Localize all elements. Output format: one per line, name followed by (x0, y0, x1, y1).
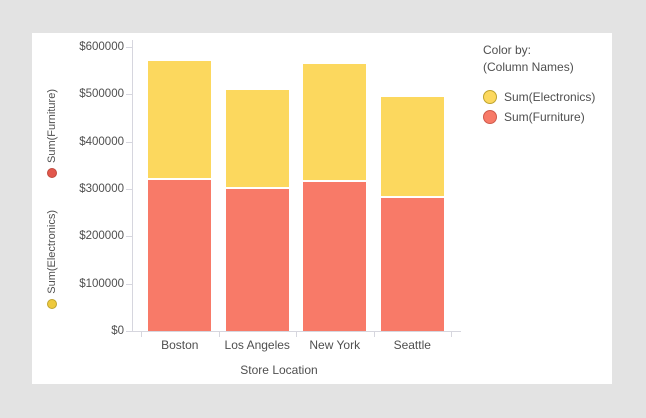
x-axis-category-label[interactable]: New York (309, 338, 361, 352)
legend-item-sum-furniture[interactable]: Sum(Furniture) (483, 107, 595, 127)
y-axis-tick (126, 283, 132, 285)
legend-items: Sum(Electronics) Sum(Furniture) (483, 87, 595, 127)
bar-segment-new-york-sum-furniture[interactable] (303, 181, 367, 331)
bar-segment-boston-sum-furniture[interactable] (148, 179, 212, 331)
x-axis-category-label[interactable]: Los Angeles (224, 338, 290, 352)
x-axis-tick (451, 331, 452, 337)
bar-segment-seattle-sum-electronics[interactable] (380, 96, 444, 199)
x-axis-category-label[interactable]: Seattle (393, 338, 431, 352)
y-axis-tick-label: $300000 (79, 183, 124, 195)
x-axis-title[interactable]: Store Location (240, 363, 318, 377)
furniture-color-dot-icon (47, 167, 57, 178)
bar-segment-los-angeles-sum-electronics[interactable] (225, 89, 289, 189)
y-axis-tick-label: $500000 (79, 88, 124, 101)
legend: Color by: (Column Names) Sum(Electronics… (483, 42, 595, 127)
bar-segment-seattle-sum-furniture[interactable] (380, 198, 444, 331)
legend-subtitle[interactable]: (Column Names) (483, 60, 574, 74)
y-axis-tick (126, 94, 132, 96)
y-axis-tick (126, 331, 132, 332)
y-axis-tick (126, 236, 132, 238)
y-axis-selector-furniture-label[interactable]: Sum(Furniture) (46, 89, 58, 163)
x-axis-tick (296, 331, 297, 337)
electronics-color-dot-icon (47, 298, 57, 309)
y-axis-selector-furniture[interactable]: Sum(Furniture) (39, 89, 65, 178)
legend-item-sum-electronics[interactable]: Sum(Electronics) (483, 87, 595, 107)
legend-item-label: Sum(Electronics) (504, 90, 596, 104)
legend-color-dot-icon (483, 90, 497, 104)
y-axis-tick (126, 189, 132, 190)
bar-segment-new-york-sum-electronics[interactable] (303, 63, 367, 182)
legend-color-dot-icon (483, 110, 497, 124)
y-axis-tick-label: $200000 (79, 230, 124, 243)
y-axis-tick-label: $600000 (79, 41, 124, 53)
y-axis-selector-electronics-label[interactable]: Sum(Electronics) (46, 210, 58, 294)
bar-segment-los-angeles-sum-furniture[interactable] (225, 189, 289, 331)
y-axis-tick-label: $400000 (79, 135, 124, 148)
y-axis-tick (126, 141, 132, 143)
x-axis-category-label[interactable]: Boston (161, 338, 199, 352)
chart-panel: Sum(Furniture) Sum(Electronics) Store Lo… (32, 33, 612, 384)
y-axis-tick-label: $0 (111, 325, 124, 337)
y-axis-selector-electronics[interactable]: Sum(Electronics) (39, 210, 65, 309)
legend-item-label: Sum(Furniture) (504, 110, 585, 124)
x-axis-tick (218, 331, 220, 337)
x-axis-tick (373, 331, 375, 337)
bar-segment-boston-sum-electronics[interactable] (148, 61, 212, 180)
y-axis-tick-label: $100000 (79, 277, 124, 290)
x-axis-tick (141, 331, 142, 337)
y-axis-tick (126, 47, 132, 48)
legend-title: Color by: (483, 43, 532, 57)
